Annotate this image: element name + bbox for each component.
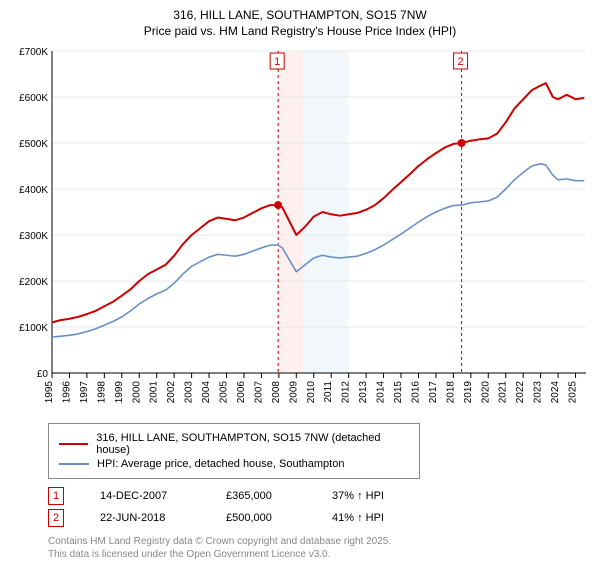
svg-text:1998: 1998 [96,381,107,404]
svg-text:2001: 2001 [149,381,160,404]
legend-label: HPI: Average price, detached house, Sout… [97,458,344,470]
svg-text:2010: 2010 [306,381,317,404]
license-text: Contains HM Land Registry data © Crown c… [48,535,592,561]
legend-item: 316, HILL LANE, SOUTHAMPTON, SO15 7NW (d… [59,432,409,456]
svg-text:2016: 2016 [410,381,421,404]
title-line-2: Price paid vs. HM Land Registry's House … [8,24,592,40]
svg-text:2015: 2015 [393,381,404,404]
svg-text:1997: 1997 [79,381,90,404]
svg-text:2018: 2018 [445,381,456,404]
svg-text:1995: 1995 [44,381,55,404]
svg-text:2020: 2020 [480,381,491,404]
svg-text:2009: 2009 [288,381,299,404]
svg-text:£700K: £700K [19,47,48,58]
legend-swatch [59,443,88,445]
event-price: £365,000 [226,490,296,502]
license-line-1: Contains HM Land Registry data © Crown c… [48,535,592,548]
svg-text:2007: 2007 [253,381,264,404]
svg-text:2023: 2023 [533,381,544,404]
event-date: 22-JUN-2018 [100,512,190,524]
svg-text:2021: 2021 [498,381,509,404]
svg-text:£500K: £500K [19,139,48,150]
line-chart: £0 £100K £200K £300K £400K £500K £600K £700K 199… [8,47,592,417]
event-date: 14-DEC-2007 [100,490,190,502]
svg-text:2005: 2005 [219,381,230,404]
legend-label: 316, HILL LANE, SOUTHAMPTON, SO15 7NW (d… [96,432,409,456]
svg-text:2019: 2019 [463,381,474,404]
svg-text:2002: 2002 [166,381,177,404]
svg-text:2004: 2004 [201,381,212,404]
legend-item: HPI: Average price, detached house, Sout… [59,458,409,470]
event-marker-icon: 1 [48,487,64,505]
event-marker-icon: 2 [48,509,64,527]
svg-text:1999: 1999 [114,381,125,404]
svg-text:2017: 2017 [428,381,439,404]
svg-text:2000: 2000 [131,381,142,404]
svg-text:2011: 2011 [323,381,334,403]
svg-text:2022: 2022 [515,381,526,404]
svg-text:2008: 2008 [271,381,282,404]
event-row: 2 22-JUN-2018 £500,000 41% ↑ HPI [48,509,592,527]
svg-text:2014: 2014 [376,381,387,404]
chart-svg: £0 £100K £200K £300K £400K £500K £600K £700K 199… [8,47,592,417]
svg-text:2012: 2012 [341,381,352,404]
event-row: 1 14-DEC-2007 £365,000 37% ↑ HPI [48,487,592,505]
svg-text:2003: 2003 [184,381,195,404]
svg-text:£300K: £300K [19,231,48,242]
svg-text:1: 1 [274,56,280,68]
svg-text:2025: 2025 [568,381,579,404]
svg-text:2013: 2013 [358,381,369,404]
legend: 316, HILL LANE, SOUTHAMPTON, SO15 7NW (d… [48,423,420,479]
license-line-2: This data is licensed under the Open Gov… [48,548,592,561]
svg-text:2006: 2006 [236,381,247,404]
svg-text:2: 2 [458,56,464,68]
event-delta: 41% ↑ HPI [332,512,384,524]
svg-text:1996: 1996 [61,381,72,404]
svg-text:2024: 2024 [550,381,561,404]
svg-text:£100K: £100K [19,323,48,334]
svg-text:£200K: £200K [19,277,48,288]
chart-title: 316, HILL LANE, SOUTHAMPTON, SO15 7NW Pr… [8,8,592,39]
legend-swatch [59,463,89,465]
svg-text:£0: £0 [37,369,49,380]
svg-text:£600K: £600K [19,93,48,104]
event-price: £500,000 [226,512,296,524]
event-delta: 37% ↑ HPI [332,490,384,502]
svg-text:£400K: £400K [19,185,48,196]
title-line-1: 316, HILL LANE, SOUTHAMPTON, SO15 7NW [8,8,592,24]
events-table: 1 14-DEC-2007 £365,000 37% ↑ HPI 2 22-JU… [48,487,592,527]
